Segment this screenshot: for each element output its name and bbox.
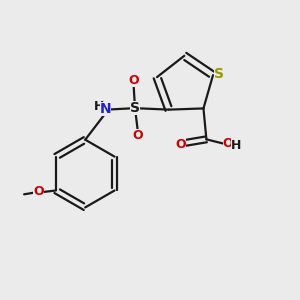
Text: S: S — [214, 67, 224, 81]
Text: N: N — [100, 102, 111, 116]
Text: O: O — [128, 74, 139, 87]
Text: S: S — [130, 101, 140, 115]
Text: O: O — [33, 185, 44, 199]
Text: O: O — [176, 138, 186, 151]
Text: O: O — [223, 137, 233, 150]
Text: H: H — [94, 100, 104, 113]
Text: H: H — [231, 139, 242, 152]
Text: O: O — [133, 129, 143, 142]
